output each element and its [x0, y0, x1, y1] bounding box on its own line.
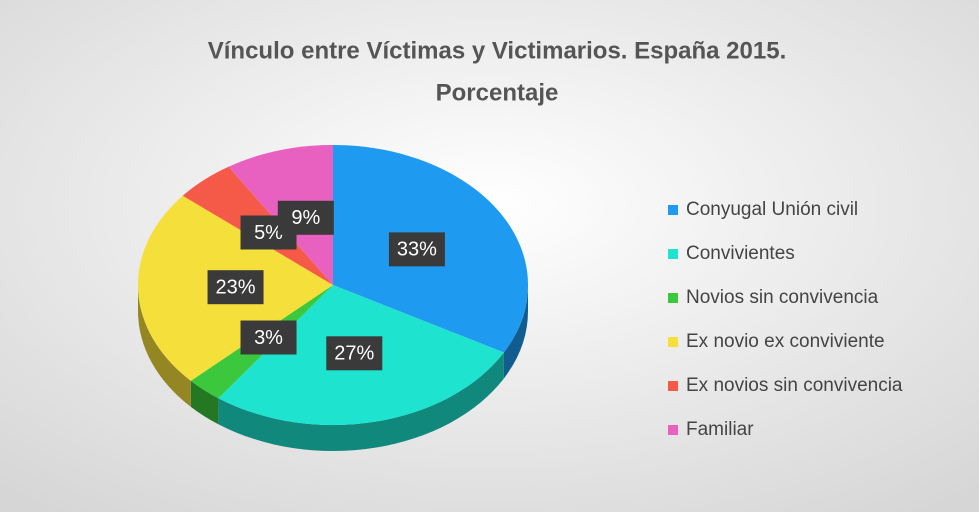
data-label-box: [277, 200, 334, 235]
data-label: 3%: [254, 327, 283, 349]
legend-swatch: [668, 425, 678, 435]
legend-swatch: [668, 249, 678, 259]
data-label-box: [388, 232, 445, 267]
data-label: 9%: [291, 207, 320, 229]
chart-title: Vínculo entre Víctimas y Victimarios. Es…: [208, 37, 786, 64]
data-label: 27%: [334, 343, 374, 365]
data-label-box: [207, 270, 264, 305]
legend-swatch: [668, 205, 678, 215]
data-label: 33%: [397, 239, 437, 261]
pie-side: [190, 380, 219, 425]
legend-label: Ex novios sin convivencia: [686, 375, 903, 396]
legend-swatch: [668, 381, 678, 391]
legend-label: Conyugal Unión civil: [686, 199, 858, 220]
legend-swatch: [668, 337, 678, 347]
legend-label: Novios sin convivencia: [686, 287, 879, 308]
legend-swatch: [668, 293, 678, 303]
chart-title: Porcentaje: [436, 79, 559, 106]
legend-label: Convivientes: [686, 243, 795, 264]
legend-label: Ex novio ex conviviente: [686, 331, 885, 352]
data-label-box: [240, 320, 297, 355]
data-label: 23%: [216, 276, 256, 298]
data-label: 5%: [254, 222, 283, 244]
pie-side: [138, 285, 191, 407]
pie-side: [503, 285, 528, 379]
legend-label: Familiar: [686, 419, 754, 440]
data-label-box: [326, 336, 383, 371]
pie-side: [218, 352, 504, 452]
